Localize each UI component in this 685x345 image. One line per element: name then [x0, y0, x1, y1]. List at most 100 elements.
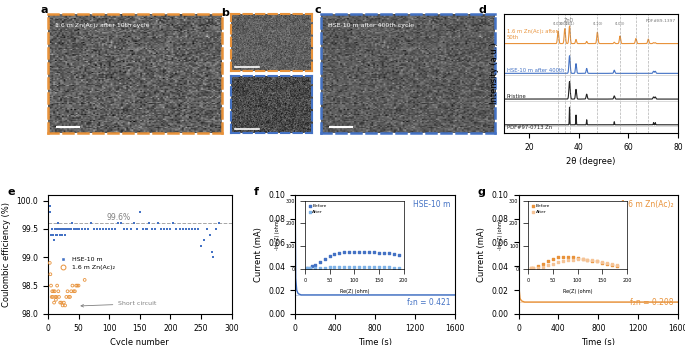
Point: [162, 226, 173, 231]
Text: PDF#89-1397: PDF#89-1397: [645, 19, 675, 23]
Point: [51, 297, 62, 303]
X-axis label: Time (s): Time (s): [358, 338, 392, 345]
Point: [107, 226, 118, 231]
Point: [122, 226, 133, 231]
Point: [46, 226, 57, 231]
Text: Short circuit: Short circuit: [81, 301, 157, 307]
Point: [51, 283, 62, 288]
Point: [205, 232, 216, 237]
Point: [64, 294, 75, 300]
Point: [125, 226, 136, 231]
Point: [71, 283, 82, 288]
Point: [59, 226, 70, 231]
Point: [113, 220, 124, 226]
Point: [60, 226, 71, 231]
Point: [142, 226, 153, 231]
Point: [195, 243, 206, 249]
Point: [57, 303, 68, 308]
Point: [45, 204, 55, 209]
Text: c: c: [314, 6, 321, 16]
Point: [72, 283, 83, 288]
Point: [143, 220, 154, 226]
Text: f: f: [253, 187, 259, 197]
Point: [116, 220, 127, 226]
Point: [165, 226, 176, 231]
Point: [49, 288, 60, 294]
Text: (110): (110): [592, 22, 603, 26]
Legend: HSE-10 m, 1.6 m Zn(Ac)₂: HSE-10 m, 1.6 m Zn(Ac)₂: [55, 254, 117, 273]
Text: Pristine: Pristine: [507, 94, 527, 99]
Point: [103, 226, 114, 231]
Point: [73, 226, 84, 231]
Text: f₂n = 0.208: f₂n = 0.208: [630, 298, 673, 307]
Point: [62, 288, 73, 294]
Point: [155, 226, 166, 231]
Text: 99.6%: 99.6%: [106, 213, 130, 223]
Point: [45, 260, 55, 266]
Point: [119, 226, 130, 231]
Point: [208, 255, 219, 260]
Text: (103): (103): [614, 22, 625, 26]
Point: [137, 226, 148, 231]
Point: [51, 226, 62, 231]
Point: [66, 288, 77, 294]
Point: [110, 226, 121, 231]
Point: [48, 288, 59, 294]
Point: [132, 226, 142, 231]
Point: [51, 232, 62, 237]
Point: [57, 226, 68, 231]
Text: HSE-10 m after 400th cycle: HSE-10 m after 400th cycle: [328, 23, 414, 28]
Point: [153, 220, 164, 226]
Point: [192, 226, 203, 231]
Point: [48, 232, 59, 237]
Point: [91, 226, 102, 231]
Point: [50, 294, 61, 300]
Point: [214, 220, 225, 226]
Text: f₂n = 0.421: f₂n = 0.421: [406, 298, 450, 307]
Point: [60, 232, 71, 237]
Point: [53, 288, 64, 294]
Text: PDF#97-0713 Zn: PDF#97-0713 Zn: [507, 125, 552, 130]
Point: [49, 226, 60, 231]
Point: [68, 288, 79, 294]
Point: [67, 283, 78, 288]
Point: [134, 209, 145, 215]
Text: HSE-10 m: HSE-10 m: [412, 200, 450, 209]
Point: [140, 226, 151, 231]
Point: [73, 283, 84, 288]
Point: [171, 226, 182, 231]
Point: [64, 226, 75, 231]
Point: [63, 226, 74, 231]
Y-axis label: Coulombic efficiency (%): Coulombic efficiency (%): [2, 202, 11, 307]
Point: [168, 220, 179, 226]
Point: [88, 226, 99, 231]
Point: [58, 226, 69, 231]
Point: [159, 226, 170, 231]
Text: (002): (002): [560, 22, 570, 26]
Point: [147, 226, 158, 231]
Point: [186, 226, 197, 231]
Text: HSE-10 m after 400th: HSE-10 m after 400th: [507, 68, 564, 73]
Point: [58, 226, 68, 231]
Point: [45, 283, 56, 288]
Point: [55, 226, 66, 231]
Point: [45, 209, 56, 215]
Point: [53, 226, 64, 231]
Point: [55, 300, 66, 305]
Point: [174, 226, 185, 231]
Point: [69, 226, 80, 231]
Text: (100): (100): [553, 22, 563, 26]
Text: 1.6 m Zn(Ac)₂ after
50th: 1.6 m Zn(Ac)₂ after 50th: [507, 29, 558, 40]
Text: (101): (101): [564, 22, 575, 26]
Point: [60, 303, 71, 308]
Point: [177, 226, 188, 231]
Point: [51, 232, 62, 237]
Y-axis label: Current (mA): Current (mA): [254, 227, 263, 282]
Y-axis label: Current (mA): Current (mA): [477, 227, 486, 282]
Point: [201, 226, 212, 231]
Point: [58, 300, 69, 305]
Text: e: e: [8, 187, 15, 197]
Point: [71, 226, 82, 231]
X-axis label: Cycle number: Cycle number: [110, 338, 169, 345]
Y-axis label: Intensity (a.u.): Intensity (a.u.): [490, 42, 499, 104]
